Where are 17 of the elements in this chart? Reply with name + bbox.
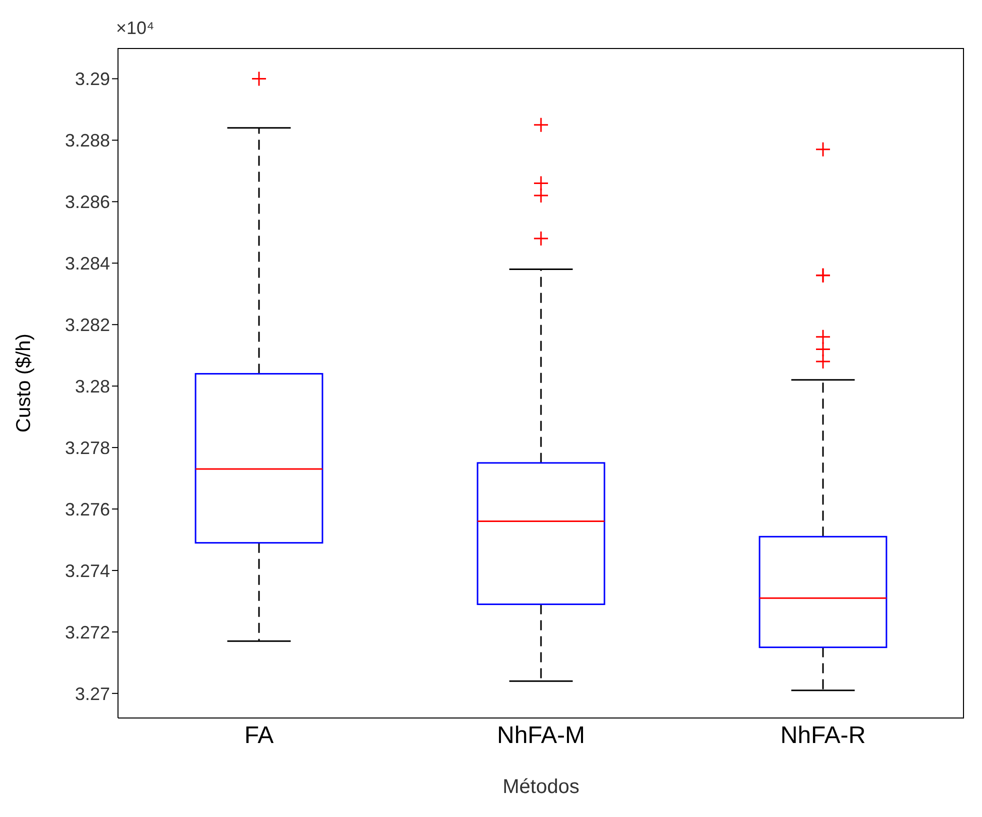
y-tick-label: 3.28 — [74, 376, 110, 396]
y-tick-label: 3.284 — [64, 254, 110, 274]
x-tick-label: NhFA-R — [780, 722, 866, 750]
y-axis-title: Custo ($/h) — [13, 334, 36, 432]
y-tick-label: 3.288 — [64, 130, 110, 151]
y-tick-label: 3.272 — [64, 622, 110, 642]
text: ×10⁴ — [116, 18, 154, 39]
y-tick-label: 3.27 — [74, 684, 110, 704]
y-tick-label: 3.286 — [64, 192, 110, 212]
x-axis-title: Métodos — [502, 776, 580, 798]
x-tick-label: FA — [244, 722, 274, 750]
x-tick-label: NhFA-M — [496, 722, 586, 750]
y-tick-label: 3.278 — [64, 438, 110, 458]
y-tick-label: 3.276 — [64, 499, 110, 520]
y-tick-label: 3.29 — [74, 69, 110, 90]
y-tick-label: 3.282 — [64, 314, 110, 335]
y-tick-label: 3.274 — [64, 560, 110, 581]
